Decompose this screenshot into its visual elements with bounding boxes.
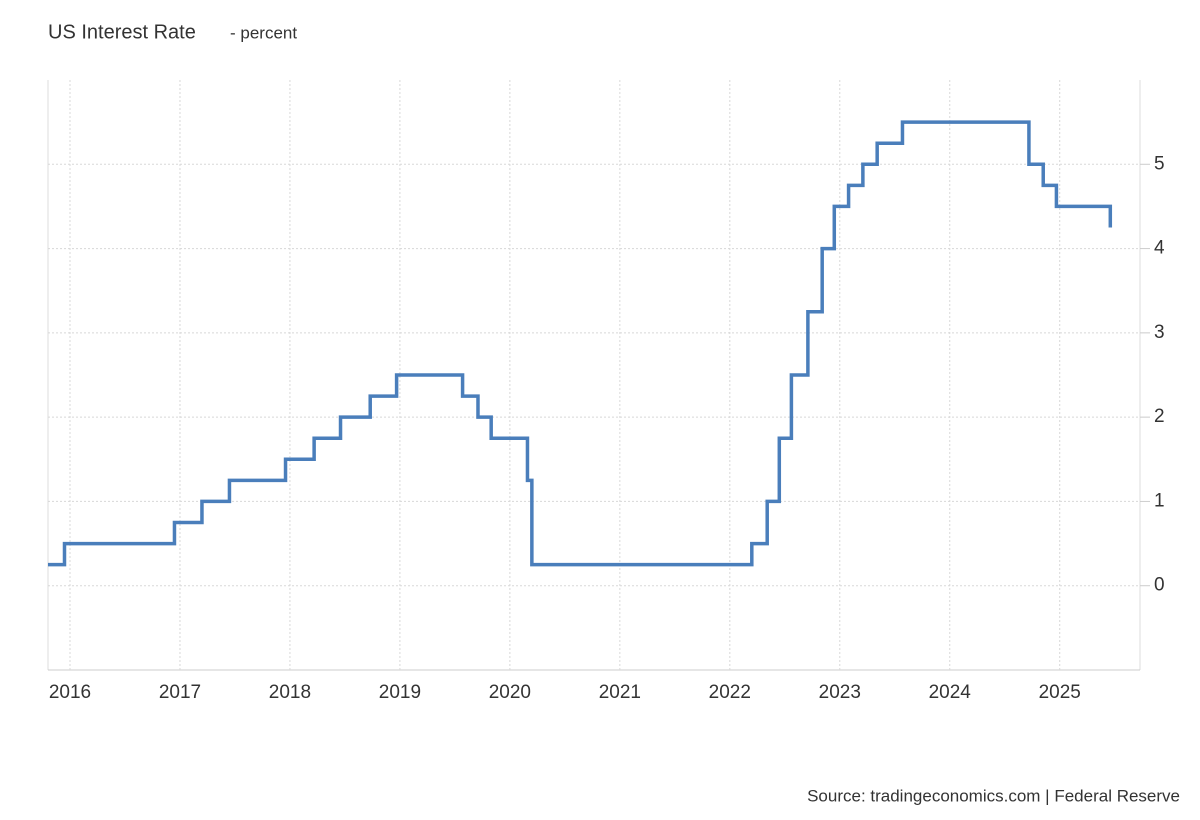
x-tick-label: 2022 [709, 682, 751, 703]
x-tick-label: 2018 [269, 682, 311, 703]
x-tick-label: 2017 [159, 682, 201, 703]
y-tick-label: 0 [1154, 575, 1165, 596]
x-tick-label: 2025 [1039, 682, 1081, 703]
y-tick-label: 1 [1154, 490, 1165, 511]
x-tick-label: 2016 [49, 682, 91, 703]
x-tick-label: 2020 [489, 682, 531, 703]
y-tick-label: 5 [1154, 153, 1165, 174]
x-tick-label: 2019 [379, 682, 421, 703]
x-tick-label: 2024 [929, 682, 972, 703]
chart-title: US Interest Rate [48, 21, 196, 43]
source: Source: tradingeconomics.com | Federal R… [807, 786, 1180, 805]
y-tick-label: 3 [1154, 322, 1165, 343]
x-tick-label: 2023 [819, 682, 861, 703]
y-tick-label: 4 [1154, 238, 1165, 259]
x-tick-label: 2021 [599, 682, 641, 703]
chart-subtitle: - percent [230, 23, 297, 42]
rate-line [48, 120, 1113, 567]
y-tick-label: 2 [1154, 406, 1165, 427]
